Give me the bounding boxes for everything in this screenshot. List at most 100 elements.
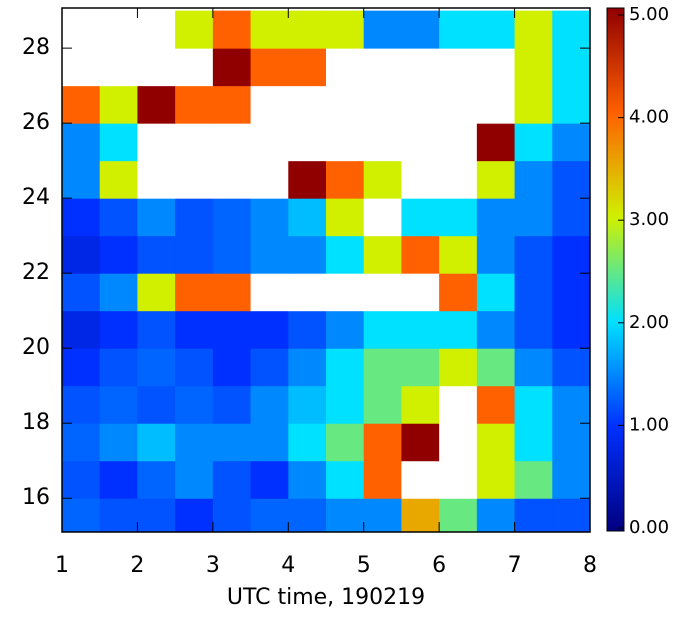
heat-cell (137, 10, 176, 49)
heat-cell (326, 385, 365, 424)
heat-cell (250, 160, 289, 199)
heat-cell (137, 348, 176, 387)
heat-cell (363, 460, 402, 499)
heat-cell (175, 498, 214, 533)
heat-cell (552, 498, 591, 533)
heat-cell (514, 10, 553, 49)
y-tick-label: 28 (22, 35, 50, 60)
colorbar (606, 7, 625, 532)
heat-cell (326, 160, 365, 199)
heat-cell (250, 498, 289, 533)
heat-cell (62, 498, 101, 533)
x-tick-label: 3 (206, 553, 220, 578)
heat-cell (62, 460, 101, 499)
heat-cell (175, 310, 214, 349)
heat-cell (326, 235, 365, 274)
heat-cell (514, 310, 553, 349)
colorbar-tick-label: 1.00 (629, 414, 669, 435)
heat-cell (212, 385, 252, 424)
heat-cell (363, 160, 402, 199)
heat-cell (212, 423, 252, 462)
heat-cell (250, 85, 289, 124)
heat-cell (401, 198, 440, 237)
heat-cell (552, 123, 591, 162)
heat-cell (401, 460, 440, 499)
heat-cell (99, 160, 138, 199)
heat-cell (212, 198, 252, 237)
heat-cell (476, 310, 516, 349)
colorbar-tick-label: 2.00 (629, 312, 669, 333)
heat-cell (99, 198, 138, 237)
heat-cell (250, 423, 289, 462)
x-tick-label: 6 (432, 553, 446, 578)
y-tick-label: 22 (22, 260, 50, 285)
heat-cell (363, 235, 402, 274)
heat-cell (514, 123, 553, 162)
heat-cell (99, 423, 138, 462)
heat-cell (476, 498, 516, 533)
heat-cell (288, 10, 327, 49)
heat-cell (439, 85, 478, 124)
heat-cell (99, 385, 138, 424)
heat-cell (552, 385, 591, 424)
heat-cell (175, 198, 214, 237)
heat-cell (401, 160, 440, 199)
heat-cell (175, 348, 214, 387)
heat-cell (363, 273, 402, 312)
heat-cell (476, 123, 516, 162)
heat-cell (476, 48, 516, 87)
colorbar-tick-label: 3.00 (629, 209, 669, 230)
heat-cell (514, 423, 553, 462)
heat-cell (552, 10, 591, 49)
heat-cell (62, 160, 101, 199)
heat-cell (514, 348, 553, 387)
x-axis-label: UTC time, 190219 (227, 585, 425, 610)
y-tick-label: 26 (22, 110, 50, 135)
heat-cell (175, 48, 214, 87)
heat-cell (476, 198, 516, 237)
heat-cell (99, 310, 138, 349)
heat-cell (552, 198, 591, 237)
heat-cell (175, 160, 214, 199)
heat-cell (363, 48, 402, 87)
heat-cell (552, 85, 591, 124)
heat-cell (250, 460, 289, 499)
heat-cell (137, 385, 176, 424)
heat-cell (401, 10, 440, 49)
heat-cell (212, 85, 252, 124)
x-tick-label: 1 (55, 553, 69, 578)
heat-cell (288, 123, 327, 162)
x-tick-label: 4 (281, 553, 295, 578)
heat-cell (212, 310, 252, 349)
heat-cell (212, 498, 252, 533)
heat-cell (514, 385, 553, 424)
heat-cell (552, 235, 591, 274)
heat-cell (212, 160, 252, 199)
heat-cell (363, 423, 402, 462)
heat-cell (363, 198, 402, 237)
x-tick-label: 8 (583, 553, 597, 578)
heat-cell (137, 273, 176, 312)
heat-cell (250, 198, 289, 237)
heat-cell (476, 273, 516, 312)
heat-cell (439, 385, 478, 424)
heat-cell (288, 498, 327, 533)
heat-cell (326, 198, 365, 237)
heat-cell (99, 48, 138, 87)
heat-cell (62, 198, 101, 237)
heat-cell (288, 460, 327, 499)
heat-cell (250, 48, 289, 87)
heat-cell (62, 235, 101, 274)
heat-cell (552, 310, 591, 349)
heat-cell (401, 273, 440, 312)
x-tick-label: 7 (508, 553, 522, 578)
heat-cell (476, 348, 516, 387)
heat-cell (62, 348, 101, 387)
y-tick-label: 16 (22, 485, 50, 510)
heat-cell (288, 85, 327, 124)
heat-cell (476, 423, 516, 462)
heat-cell (439, 198, 478, 237)
heat-cell (401, 310, 440, 349)
heat-cell (326, 85, 365, 124)
